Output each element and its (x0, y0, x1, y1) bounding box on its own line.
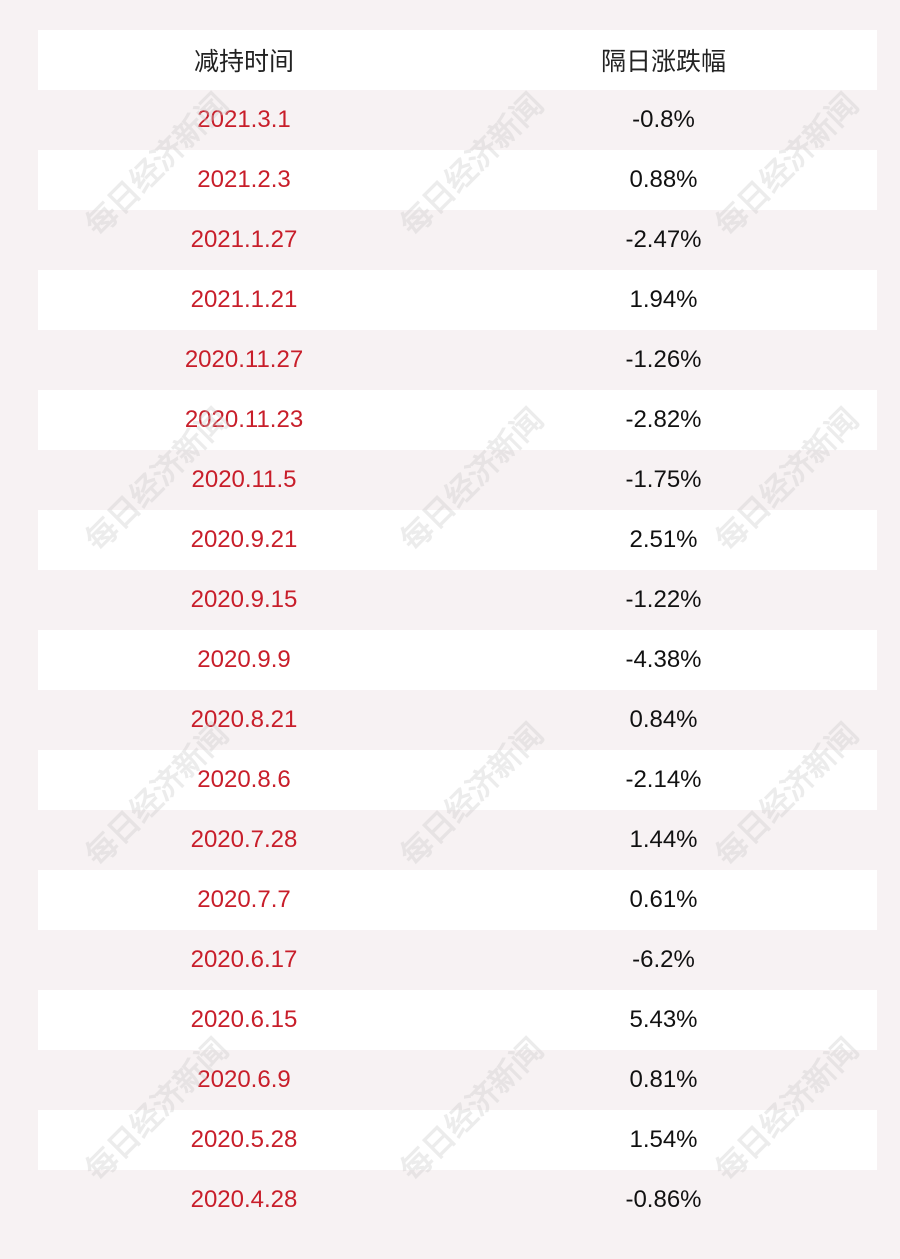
table-row: 2020.8.21 0.84% (38, 690, 877, 750)
table-row: 2020.11.27 -1.26% (38, 330, 877, 390)
reduction-date: 2020.6.17 (190, 946, 298, 973)
table-row: 2020.9.15 -1.22% (38, 570, 877, 630)
table-header-row: 减持时间 隔日涨跌幅 (38, 30, 877, 90)
reduction-date: 2020.6.15 (190, 1006, 298, 1033)
table-row: 2021.1.21 1.94% (38, 270, 877, 330)
table-row: 2020.6.9 0.81% (38, 1050, 877, 1110)
next-day-change: -1.26% (625, 346, 702, 373)
reduction-date: 2020.5.28 (190, 1126, 298, 1153)
reduction-date: 2020.4.28 (190, 1186, 298, 1213)
table-row: 2020.6.17 -6.2% (38, 930, 877, 990)
table-row: 2020.9.9 -4.38% (38, 630, 877, 690)
reduction-table: 减持时间 隔日涨跌幅 2021.3.1 -0.8% 2021.2.3 0.88% 202… (38, 30, 877, 1230)
next-day-change: 2.51% (629, 526, 698, 553)
next-day-change: 0.61% (629, 886, 698, 913)
reduction-date: 2020.8.21 (190, 706, 298, 733)
table-row: 2021.1.27 -2.47% (38, 210, 877, 270)
next-day-change: 5.43% (629, 1006, 698, 1033)
table-row: 2020.6.15 5.43% (38, 990, 877, 1050)
reduction-date: 2020.9.9 (197, 646, 291, 673)
reduction-date: 2021.3.1 (197, 106, 291, 133)
next-day-change: -0.8% (632, 106, 695, 133)
next-day-change: -4.38% (625, 646, 702, 673)
table-row: 2020.5.28 1.54% (38, 1110, 877, 1170)
next-day-change: 0.88% (629, 166, 698, 193)
next-day-change: -2.82% (625, 406, 702, 433)
table-row: 2020.11.5 -1.75% (38, 450, 877, 510)
reduction-date: 2020.11.27 (184, 346, 304, 373)
header-change: 隔日涨跌幅 (600, 48, 726, 76)
reduction-date: 2020.6.9 (197, 1066, 291, 1093)
reduction-date: 2021.2.3 (197, 166, 291, 193)
table-row: 2021.2.3 0.88% (38, 150, 877, 210)
next-day-change: 1.94% (629, 286, 698, 313)
reduction-date: 2020.7.28 (190, 826, 298, 853)
table-row: 2021.3.1 -0.8% (38, 90, 877, 150)
reduction-date: 2021.1.27 (190, 226, 298, 253)
table-row: 2020.4.28 -0.86% (38, 1170, 877, 1230)
table-row: 2020.8.6 -2.14% (38, 750, 877, 810)
header-date: 减持时间 (193, 48, 294, 76)
table-row: 2020.11.23 -2.82% (38, 390, 877, 450)
next-day-change: -1.75% (625, 466, 702, 493)
next-day-change: -6.2% (632, 946, 695, 973)
reduction-date: 2020.7.7 (197, 886, 291, 913)
reduction-date: 2020.11.23 (184, 406, 304, 433)
next-day-change: -2.14% (625, 766, 702, 793)
next-day-change: -0.86% (625, 1186, 702, 1213)
next-day-change: 1.54% (629, 1126, 698, 1153)
table-row: 2020.9.21 2.51% (38, 510, 877, 570)
table-row: 2020.7.28 1.44% (38, 810, 877, 870)
table-row: 2020.7.7 0.61% (38, 870, 877, 930)
reduction-date: 2020.9.21 (190, 526, 298, 553)
reduction-date: 2020.11.5 (191, 466, 297, 493)
reduction-date: 2021.1.21 (190, 286, 298, 313)
reduction-date: 2020.9.15 (190, 586, 298, 613)
next-day-change: 1.44% (629, 826, 698, 853)
next-day-change: -2.47% (625, 226, 702, 253)
next-day-change: -1.22% (625, 586, 702, 613)
next-day-change: 0.81% (629, 1066, 698, 1093)
reduction-date: 2020.8.6 (197, 766, 291, 793)
table-body: 2021.3.1 -0.8% 2021.2.3 0.88% 2021.1.27 -2.47… (38, 90, 877, 1230)
next-day-change: 0.84% (629, 706, 698, 733)
